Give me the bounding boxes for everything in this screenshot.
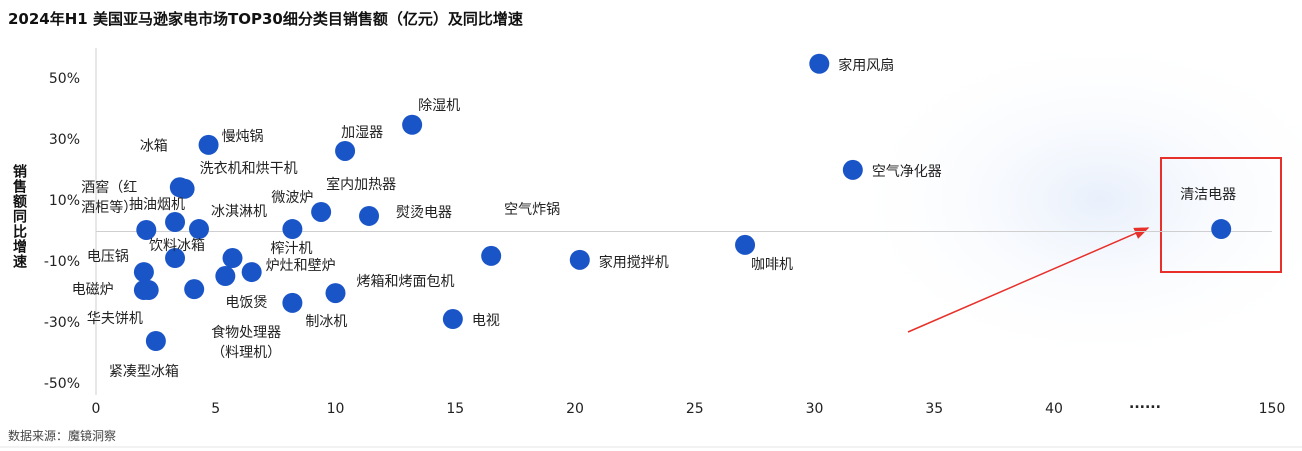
x-tick-label: 5 xyxy=(211,401,220,417)
x-tick-label: 150 xyxy=(1259,401,1286,417)
point xyxy=(335,140,356,161)
point xyxy=(282,292,303,313)
point-label: 榨汁机 xyxy=(271,240,313,257)
point-label: 电视 xyxy=(472,313,500,329)
point xyxy=(222,248,243,269)
point-label: 抽油烟机 xyxy=(129,197,185,213)
point xyxy=(133,280,154,301)
y-tick-label: 10% xyxy=(49,193,80,209)
point-label: 酒窖（红酒柜等） xyxy=(81,179,138,216)
y-tick-label: -50% xyxy=(44,376,80,392)
point-label: 微波炉 xyxy=(271,190,313,206)
point-label: 除湿机 xyxy=(418,98,460,114)
point-label: 电磁炉 xyxy=(72,282,114,298)
background-glow xyxy=(840,30,1302,370)
x-tick-label: 15 xyxy=(446,401,464,417)
point-label: 慢炖锅 xyxy=(222,128,264,145)
point xyxy=(136,219,157,240)
x-tick-label: 25 xyxy=(686,401,704,417)
source-note: 数据来源：魔镜洞察 xyxy=(8,429,117,443)
x-tick-label: 0 xyxy=(92,401,101,417)
point xyxy=(241,262,262,283)
point xyxy=(165,212,186,233)
highlight-box xyxy=(1160,157,1282,273)
x-tick-label: 10 xyxy=(327,401,345,417)
y-tick-label: -30% xyxy=(44,315,80,331)
y-tick-label: -10% xyxy=(44,254,80,270)
point-label: 饮料冰箱 xyxy=(149,238,205,254)
point-label: 家用搅拌机 xyxy=(599,254,669,271)
y-tick-label: 30% xyxy=(49,132,80,148)
point xyxy=(282,219,303,240)
point xyxy=(569,249,590,270)
point xyxy=(809,53,830,74)
point xyxy=(359,205,380,226)
point-label: 炉灶和壁炉 xyxy=(266,258,336,274)
chart-title: 2024年H1 美国亚马逊家电市场TOP30细分类目销售额（亿元）及同比增速 xyxy=(8,10,523,28)
x-tick-label: 30 xyxy=(806,401,824,417)
axis-break-label: ...... xyxy=(1129,396,1161,412)
point xyxy=(442,309,463,330)
point-label: 电压锅 xyxy=(87,249,129,265)
point-label: 空气炸锅 xyxy=(504,202,560,218)
point-label: 电饭煲 xyxy=(225,294,267,311)
x-tick-label: 35 xyxy=(925,401,943,417)
point xyxy=(184,279,205,300)
highlight-arrow xyxy=(907,227,1150,333)
point xyxy=(145,330,166,351)
point-label: 紧凑型冰箱 xyxy=(109,363,179,380)
point-label: 冰淇淋机 xyxy=(211,204,267,220)
point xyxy=(215,266,236,287)
x-tick-label: 40 xyxy=(1045,401,1063,417)
point-label: 华夫饼机 xyxy=(87,311,143,327)
point-label: 洗衣机和烘干机 xyxy=(200,161,298,177)
point-label: 烤箱和烤面包机 xyxy=(357,274,455,290)
point-label: 清洁电器 xyxy=(1180,187,1236,203)
point-label: 室内加热器 xyxy=(326,176,396,193)
point xyxy=(402,114,423,135)
point-label: 空气净化器 xyxy=(872,164,942,180)
y-tick-label: 50% xyxy=(49,71,80,87)
point xyxy=(311,201,332,222)
y-axis-label: 销售额同比增速 xyxy=(11,164,27,269)
point xyxy=(481,245,502,266)
point-label: 熨烫电器 xyxy=(396,205,452,221)
point xyxy=(188,219,209,240)
point xyxy=(325,283,346,304)
point xyxy=(1211,219,1232,240)
point xyxy=(735,234,756,255)
point-label: 家用风扇 xyxy=(838,57,894,74)
x-tick-label: 20 xyxy=(566,401,584,417)
point xyxy=(174,178,195,199)
point xyxy=(133,262,154,283)
point-label: 食物处理器（料理机） xyxy=(211,325,282,362)
point-label: 冰箱 xyxy=(140,138,168,154)
point xyxy=(198,134,219,155)
point xyxy=(165,248,186,269)
point xyxy=(842,159,863,180)
point-label: 加湿器 xyxy=(341,125,383,141)
point-label: 咖啡机 xyxy=(751,257,793,273)
point-label: 制冰机 xyxy=(305,314,347,330)
